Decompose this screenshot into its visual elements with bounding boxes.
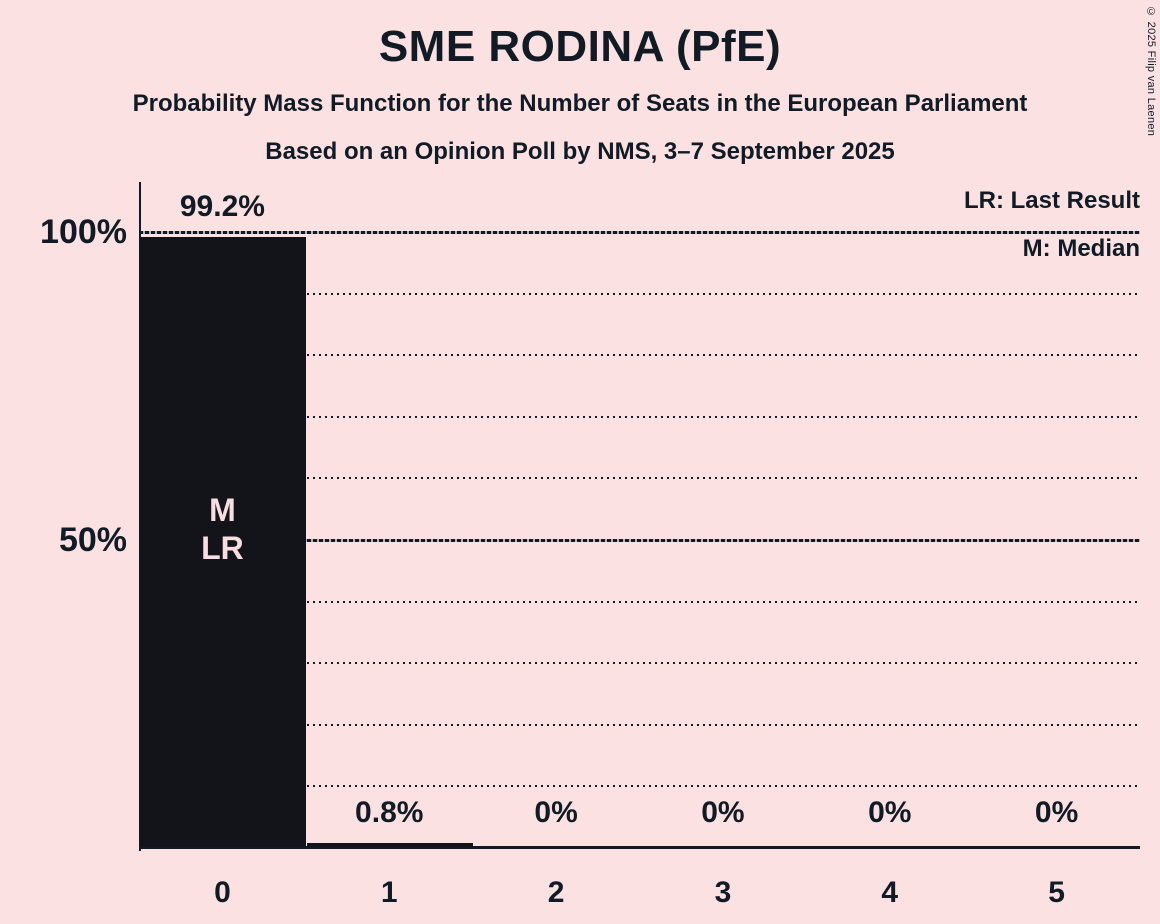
gridline-40pct [139,600,1140,603]
gridline-10pct [139,785,1140,788]
major-line-50pct [139,538,1140,542]
bar-annotation-m-lr: M LR [132,491,312,567]
bar-annotation-line-m: M [209,492,236,529]
gridline-90pct [139,292,1140,295]
gridline-70pct [139,415,1140,418]
bar-value-label-0: 99.2% [179,189,265,223]
major-line-100pct [139,230,1140,234]
gridline-30pct [139,662,1140,665]
bar-value-label-2: 0% [534,796,578,829]
bar-value-label-1: 0.8% [355,796,424,829]
x-axis-label-5: 5 [1048,876,1065,909]
chart-subtitle: Probability Mass Function for the Number… [132,90,1028,117]
x-axis-label-1: 1 [380,876,398,909]
x-axis-line [139,846,1140,849]
y-axis-label-100pct: 100% [40,213,127,251]
bar-seats-0 [140,236,306,847]
gridline-20pct [139,723,1140,726]
chart-title: SME RODINA (PfE) [378,22,782,71]
gridline-80pct [139,354,1140,357]
bar-value-label-5: 0% [1034,796,1079,829]
x-axis-label-2: 2 [547,876,565,909]
legend-last-result: LR: Last Result [963,187,1140,214]
legend-median: M: Median [1022,235,1140,262]
bar-annotation-line-lr: LR [201,530,244,567]
x-axis-label-0: 0 [214,876,231,909]
bar-value-label-4: 0% [868,796,912,829]
bar-seats-1 [306,843,473,847]
chart-subtitle-poll-info: Based on an Opinion Poll by NMS, 3–7 Sep… [265,138,895,165]
gridline-60pct [139,477,1140,480]
bar-value-label-3: 0% [701,796,745,829]
x-axis-label-4: 4 [881,876,899,909]
x-axis-label-3: 3 [714,876,732,909]
y-axis-label-50pct: 50% [58,521,127,559]
copyright-notice: © 2025 Filip van Laenen [1145,6,1157,137]
